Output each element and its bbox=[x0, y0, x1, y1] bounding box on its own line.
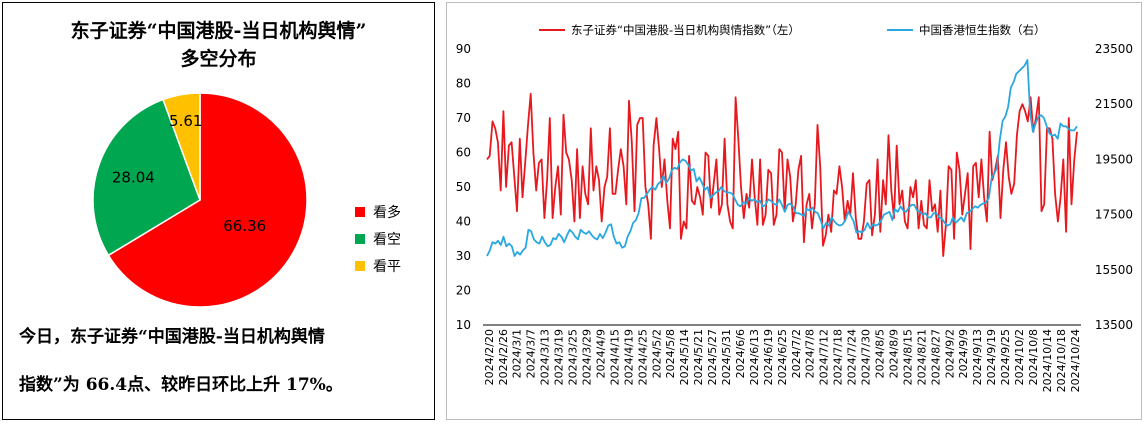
pie-data-label-1: 28.04 bbox=[112, 169, 155, 187]
x-tick-label-17: 2024/5/31 bbox=[720, 329, 733, 385]
y-left-tick-label-0: 10 bbox=[456, 318, 471, 332]
pie-slice-0 bbox=[107, 92, 308, 308]
x-tick-label-7: 2024/3/29 bbox=[581, 329, 594, 385]
series-line-1 bbox=[486, 59, 1078, 257]
x-tick-label-1: 2024/2/26 bbox=[497, 329, 510, 385]
x-tick-label-10: 2024/4/19 bbox=[622, 329, 635, 385]
x-tick-label-28: 2024/8/5 bbox=[874, 329, 887, 378]
x-tick-label-25: 2024/7/18 bbox=[832, 329, 845, 385]
x-tick-label-9: 2024/4/15 bbox=[608, 329, 621, 385]
x-tick-label-34: 2024/9/9 bbox=[957, 329, 970, 378]
x-tick-label-24: 2024/7/12 bbox=[818, 329, 831, 385]
x-tick-label-32: 2024/8/27 bbox=[929, 329, 942, 385]
legend-swatch-1 bbox=[355, 234, 365, 244]
x-tick-label-4: 2024/3/13 bbox=[539, 329, 552, 385]
y-left-tick-label-5: 60 bbox=[456, 146, 471, 160]
legend-swatch-2 bbox=[355, 261, 365, 271]
y-left-tick-label-4: 50 bbox=[456, 180, 471, 194]
legend-label-0: 看多 bbox=[373, 204, 401, 221]
legend-series-0: 东子证券“中国港股-当日机构舆情指数”（左） bbox=[571, 23, 800, 37]
x-tick-label-31: 2024/8/21 bbox=[915, 329, 928, 385]
y-right-tick-label-3: 19500 bbox=[1095, 152, 1133, 166]
line-chart: 10 20 30 40 50 60 70 80 90 13500 15500 17500 19500 21… bbox=[456, 23, 1133, 392]
x-tick-label-11: 2024/4/25 bbox=[636, 329, 649, 385]
y-right-tick-label-1: 15500 bbox=[1095, 263, 1133, 277]
x-tick-label-3: 2024/3/7 bbox=[525, 329, 538, 378]
x-tick-label-8: 2024/4/9 bbox=[594, 329, 607, 378]
x-tick-label-27: 2024/7/30 bbox=[860, 329, 873, 385]
x-tick-label-23: 2024/7/8 bbox=[804, 329, 817, 378]
x-tick-label-29: 2024/8/9 bbox=[887, 329, 900, 378]
x-tick-label-2: 2024/3/1 bbox=[511, 329, 524, 378]
x-tick-label-40: 2024/10/14 bbox=[1041, 329, 1054, 392]
x-tick-label-15: 2024/5/21 bbox=[692, 329, 705, 385]
y-left-tick-label-2: 30 bbox=[456, 249, 471, 263]
x-tick-label-30: 2024/8/15 bbox=[901, 329, 914, 385]
legend-label-1: 看空 bbox=[373, 232, 401, 248]
x-tick-label-33: 2024/9/2 bbox=[943, 329, 956, 378]
x-tick-label-18: 2024/6/6 bbox=[734, 329, 747, 378]
y-left-tick-label-1: 20 bbox=[456, 284, 471, 298]
series-line-0 bbox=[486, 92, 1078, 257]
y-left-tick-label-7: 80 bbox=[456, 77, 471, 91]
x-tick-label-14: 2024/5/14 bbox=[678, 329, 691, 385]
x-tick-label-5: 2024/3/19 bbox=[553, 329, 566, 385]
x-tick-label-21: 2024/6/25 bbox=[776, 329, 789, 385]
y-left-tick-label-8: 90 bbox=[456, 42, 471, 56]
x-tick-label-13: 2024/5/8 bbox=[664, 329, 677, 378]
legend-label-2: 看平 bbox=[373, 259, 401, 275]
line-panel: 10 20 30 40 50 60 70 80 90 13500 15500 17500 19500 21… bbox=[446, 2, 1142, 420]
pie-title-line2: 多空分布 bbox=[180, 48, 257, 70]
x-tick-label-12: 2024/5/2 bbox=[650, 329, 663, 378]
x-tick-label-36: 2024/9/19 bbox=[985, 329, 998, 385]
pie-title-line1: 东子证券“中国港股-当日机构舆情” bbox=[70, 20, 367, 42]
x-tick-label-19: 2024/6/13 bbox=[748, 329, 761, 385]
y-right-tick-label-5: 23500 bbox=[1095, 42, 1133, 56]
x-tick-label-37: 2024/9/25 bbox=[999, 329, 1012, 385]
x-tick-label-41: 2024/10/18 bbox=[1055, 329, 1068, 392]
x-tick-label-0: 2024/2/20 bbox=[483, 329, 496, 385]
y-right-tick-label-2: 17500 bbox=[1095, 208, 1133, 222]
x-tick-label-22: 2024/7/2 bbox=[790, 329, 803, 378]
x-tick-label-39: 2024/10/8 bbox=[1027, 329, 1040, 385]
x-tick-label-26: 2024/7/24 bbox=[846, 329, 859, 385]
summary-line2: 指数”为 66.4点、较昨日环比上升 17%。 bbox=[19, 375, 343, 395]
x-tick-label-16: 2024/5/27 bbox=[706, 329, 719, 385]
pie-panel: 东子证券“中国港股-当日机构舆情” 多空分布 66.36 28.04 5.61 看多看… bbox=[2, 2, 435, 420]
x-tick-label-38: 2024/10/2 bbox=[1013, 329, 1026, 385]
x-tick-label-42: 2024/10/24 bbox=[1069, 329, 1082, 392]
y-left-tick-label-6: 70 bbox=[456, 111, 471, 125]
y-left-tick-label-3: 40 bbox=[456, 215, 471, 229]
x-tick-label-20: 2024/6/19 bbox=[762, 329, 775, 385]
y-right-tick-label-4: 21500 bbox=[1095, 97, 1133, 111]
pie-slice-1 bbox=[92, 98, 201, 257]
pie-data-label-2: 5.61 bbox=[169, 112, 202, 130]
legend-series-1: 中国香港恒生指数（右） bbox=[919, 23, 1046, 37]
pie-slice-2 bbox=[162, 92, 201, 201]
x-tick-label-6: 2024/3/25 bbox=[567, 329, 580, 385]
legend-swatch-0 bbox=[355, 207, 365, 217]
x-tick-label-35: 2024/9/13 bbox=[971, 329, 984, 385]
y-right-tick-label-0: 13500 bbox=[1095, 318, 1133, 332]
pie-data-label-0: 66.36 bbox=[223, 217, 266, 235]
summary-line1: 今日，东子证券“中国港股-当日机构舆情 bbox=[19, 327, 325, 347]
